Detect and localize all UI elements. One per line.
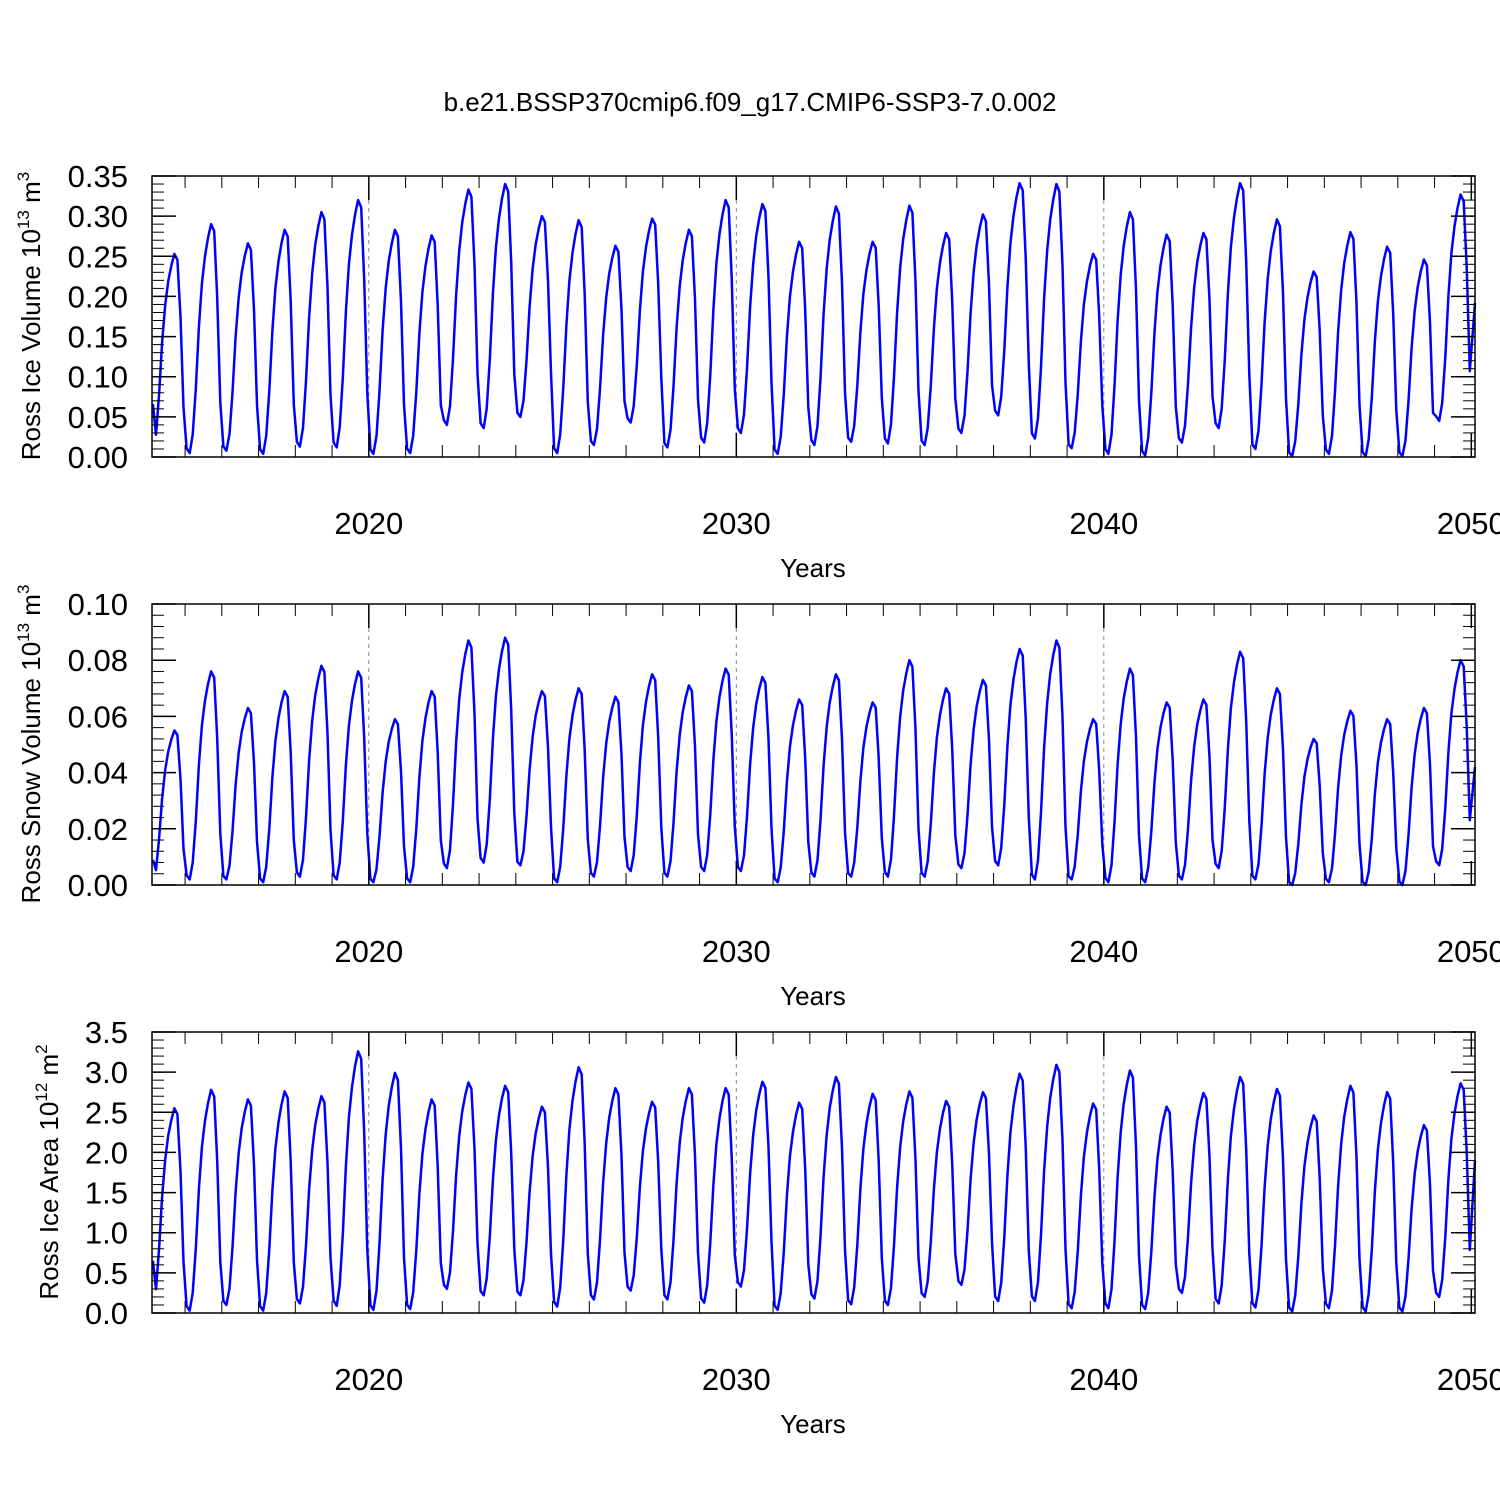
y-axis-label: Ross Ice Area 1012 m2 xyxy=(32,1044,64,1299)
x-tick-label: 2030 xyxy=(702,506,771,541)
y-tick-label: 0.10 xyxy=(68,587,128,622)
y-tick-label: 0.08 xyxy=(68,643,128,678)
x-tick-label: 2030 xyxy=(702,1362,771,1397)
y-tick-label: 0.15 xyxy=(68,320,128,355)
plot-frame xyxy=(151,1031,1476,1314)
x-tick-label: 2020 xyxy=(334,506,403,541)
x-tick-label: 2050 xyxy=(1437,506,1500,541)
x-axis-label: Years xyxy=(780,1409,846,1439)
x-tick-label: 2020 xyxy=(334,1362,403,1397)
series-line xyxy=(151,636,1477,887)
y-tick-label: 0.04 xyxy=(68,756,128,791)
y-tick-label: 1.5 xyxy=(85,1176,128,1211)
x-tick-label: 2050 xyxy=(1437,1362,1500,1397)
y-tick-label: 0.00 xyxy=(68,868,128,903)
y-tick-label: 0.20 xyxy=(68,279,128,314)
y-tick-label: 0.02 xyxy=(68,812,128,847)
y-axis-label: Ross Snow Volume 1013 m3 xyxy=(14,585,46,904)
panels: 0.00 0.05 0.10 0.15 0.20 0.25 0.30 0.35 2020 2030… xyxy=(14,159,1500,1439)
plot-frame xyxy=(151,175,1476,458)
x-tick-label: 2040 xyxy=(1069,1362,1138,1397)
y-tick-label: 0.0 xyxy=(85,1296,128,1331)
x-axis-label: Years xyxy=(780,981,846,1011)
x-axis-label: Years xyxy=(780,553,846,583)
figure-title: b.e21.BSSP370cmip6.f09_g17.CMIP6-SSP3-7.… xyxy=(444,87,1057,117)
y-tick-label: 3.0 xyxy=(85,1055,128,1090)
y-tick-label: 0.10 xyxy=(68,360,128,395)
plot-frame xyxy=(151,603,1476,886)
x-tick-label: 2040 xyxy=(1069,934,1138,969)
y-tick-label: 0.00 xyxy=(68,440,128,475)
x-tick-label: 2030 xyxy=(702,934,771,969)
panel-3: 0.0 0.5 1.0 1.5 2.0 2.5 3.0 3.5 2020 2030 2040 2050… xyxy=(32,1015,1500,1439)
y-tick-label: 0.35 xyxy=(68,159,128,194)
y-tick-label: 1.0 xyxy=(85,1216,128,1251)
y-tick-label: 0.30 xyxy=(68,199,128,234)
x-tick-label: 2020 xyxy=(334,934,403,969)
y-tick-label: 2.5 xyxy=(85,1095,128,1130)
y-tick-label: 0.05 xyxy=(68,400,128,435)
x-tick-label: 2040 xyxy=(1069,506,1138,541)
y-tick-label: 0.06 xyxy=(68,699,128,734)
y-tick-label: 0.25 xyxy=(68,239,128,274)
y-tick-label: 3.5 xyxy=(85,1015,128,1050)
panel-2: 0.00 0.02 0.04 0.06 0.08 0.10 2020 2030 2040 2050… xyxy=(14,585,1500,1011)
series-line xyxy=(151,181,1477,458)
series-line xyxy=(151,1050,1477,1313)
panel-1: 0.00 0.05 0.10 0.15 0.20 0.25 0.30 0.35 2020 2030… xyxy=(14,159,1500,583)
y-axis-label: Ross Ice Volume 1013 m3 xyxy=(14,172,46,461)
y-tick-label: 0.5 xyxy=(85,1256,128,1291)
x-tick-label: 2050 xyxy=(1437,934,1500,969)
y-tick-label: 2.0 xyxy=(85,1135,128,1170)
